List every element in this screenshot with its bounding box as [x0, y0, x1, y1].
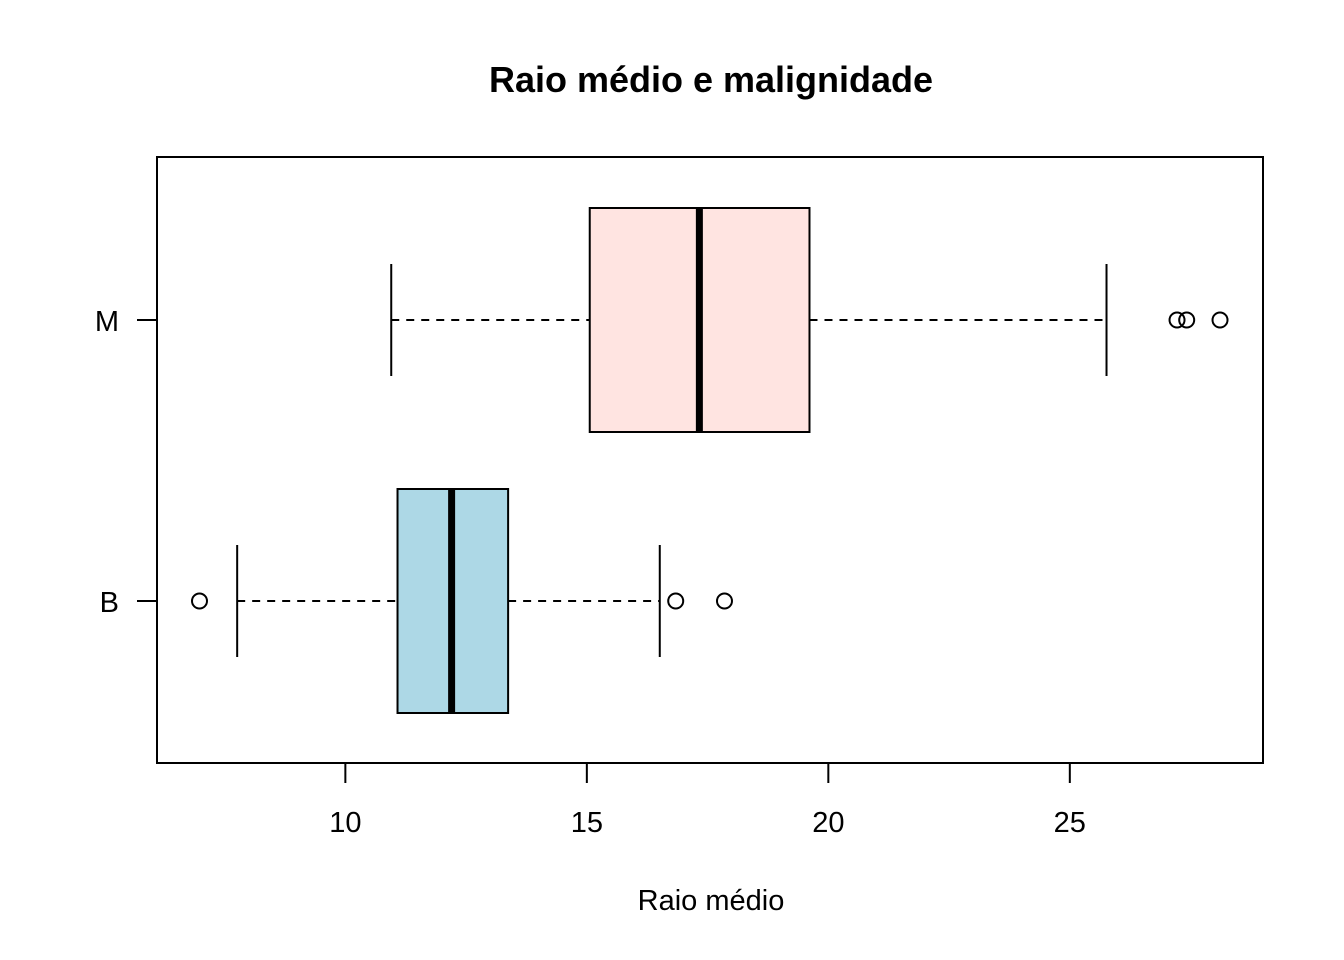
x-tick-label: 15 — [571, 807, 603, 839]
box-series — [191, 207, 1229, 714]
y-tick-label: M — [95, 306, 119, 338]
y-axis: BM — [95, 306, 158, 619]
x-axis: 10 15 20 25 — [329, 762, 1086, 839]
outlier-point — [1211, 311, 1229, 329]
outlier-point — [1168, 311, 1186, 329]
outlier-point — [191, 592, 209, 610]
outlier-point — [715, 592, 733, 610]
box-B — [191, 488, 733, 714]
x-axis-label: Raio médio — [638, 885, 785, 917]
x-tick-label: 20 — [812, 807, 844, 839]
chart-title: Raio médio e malignidade — [489, 59, 933, 100]
x-tick-label: 25 — [1054, 807, 1086, 839]
box-M — [390, 207, 1229, 433]
x-tick-label: 10 — [329, 807, 361, 839]
y-tick-label: B — [100, 587, 119, 619]
outlier-point — [667, 592, 685, 610]
outlier-point — [1178, 311, 1196, 329]
